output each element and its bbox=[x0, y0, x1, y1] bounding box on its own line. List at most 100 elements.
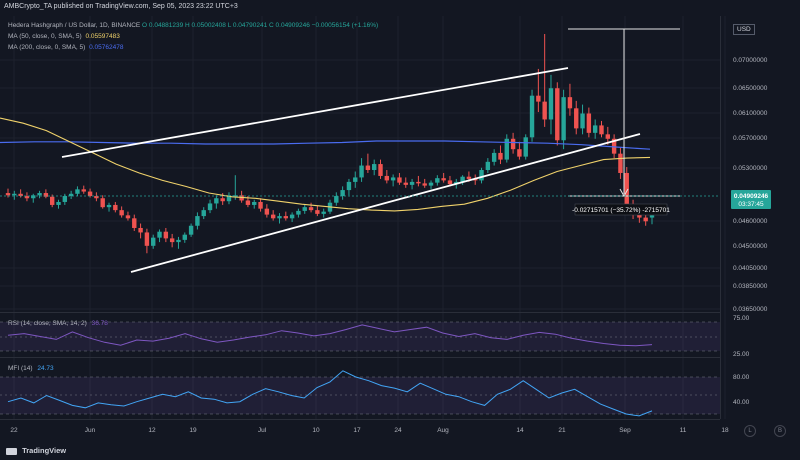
candle bbox=[169, 233, 175, 248]
rsi-legend[interactable]: RSI (14, close, SMA, 14, 2) 36.78 bbox=[8, 320, 108, 327]
candle bbox=[346, 178, 352, 196]
candle bbox=[176, 236, 181, 249]
candle bbox=[302, 204, 307, 214]
price-tick: 0.04050000 bbox=[733, 265, 768, 272]
rsi-band bbox=[0, 322, 720, 351]
candle bbox=[586, 107, 592, 138]
time-tick: Jun bbox=[85, 427, 96, 434]
candle bbox=[207, 199, 213, 214]
ma50-label: MA (50, close, 0, SMA, 5) bbox=[8, 33, 82, 40]
candle bbox=[144, 228, 150, 254]
candle bbox=[580, 104, 585, 135]
pane-separator bbox=[0, 312, 720, 313]
candle bbox=[264, 204, 270, 218]
candle bbox=[56, 199, 61, 209]
candle bbox=[359, 158, 364, 182]
price-tick: 0.05300000 bbox=[733, 165, 768, 172]
price-tick: 0.04500000 bbox=[733, 243, 768, 250]
rsi-tick-75: 75.00 bbox=[733, 315, 750, 322]
candle bbox=[504, 134, 509, 163]
candle bbox=[485, 158, 491, 173]
candle bbox=[517, 141, 522, 160]
candle bbox=[611, 134, 617, 159]
candle bbox=[353, 171, 358, 188]
rsi-label: RSI (14, close, SMA, 14, 2) bbox=[8, 320, 87, 327]
candle bbox=[441, 172, 446, 183]
time-tick: 12 bbox=[148, 427, 156, 434]
candle bbox=[24, 192, 30, 202]
candle bbox=[75, 186, 80, 197]
candle bbox=[151, 234, 156, 249]
ohlc-values: O 0.04881239 H 0.05002408 L 0.04790241 C… bbox=[142, 22, 379, 29]
time-tick: Aug bbox=[437, 427, 449, 434]
candle bbox=[201, 207, 206, 220]
auto-scale-button[interactable]: B bbox=[774, 425, 786, 437]
candle bbox=[308, 202, 314, 213]
candle bbox=[592, 119, 598, 139]
measure-label-text: -0.02715701 (−35.72%) -2715701 bbox=[572, 207, 670, 214]
current-price-tag: 0.04909246 03:37:45 bbox=[731, 190, 771, 209]
measure-label-box: -0.02715701 (−35.72%) -2715701 bbox=[572, 203, 670, 216]
candle bbox=[87, 188, 93, 198]
candle bbox=[599, 120, 604, 138]
candle bbox=[422, 178, 427, 188]
candle bbox=[555, 82, 560, 146]
rsi-value: 36.78 bbox=[91, 320, 108, 327]
rsi-line bbox=[7, 324, 653, 347]
candle bbox=[428, 180, 434, 190]
ma50-legend[interactable]: MA (50, close, 0, SMA, 5) 0.05597483 bbox=[8, 33, 120, 40]
time-tick: Jul bbox=[258, 427, 267, 434]
candle bbox=[81, 185, 86, 194]
currency-button[interactable]: USD bbox=[733, 24, 755, 35]
candle bbox=[252, 199, 257, 209]
candle bbox=[479, 167, 484, 184]
tradingview-logo-icon bbox=[6, 447, 17, 455]
candle bbox=[132, 214, 137, 231]
time-tick: 24 bbox=[394, 427, 402, 434]
candle bbox=[182, 232, 187, 243]
candle bbox=[384, 170, 390, 184]
candle bbox=[163, 227, 169, 243]
time-tick: 18 bbox=[721, 427, 729, 434]
candle bbox=[277, 213, 282, 224]
mfi-band bbox=[0, 377, 720, 414]
candle bbox=[473, 174, 478, 185]
price-tick: 0.07000000 bbox=[733, 57, 768, 64]
ma50-value: 0.05597483 bbox=[85, 33, 120, 40]
price-tick: 0.03650000 bbox=[733, 306, 768, 313]
candles bbox=[5, 33, 655, 254]
tradingview-logo: TradingView bbox=[6, 446, 66, 455]
candle bbox=[567, 83, 573, 116]
candle bbox=[37, 190, 42, 199]
ma50-line bbox=[0, 117, 651, 212]
candle bbox=[542, 33, 547, 127]
grid bbox=[0, 16, 726, 419]
price-tick: 0.06100000 bbox=[733, 110, 768, 117]
candle bbox=[270, 210, 276, 221]
time-axis[interactable]: 22 Jun 12 19 Jul 10 17 24 Aug 14 21 Sep 11 18 bbox=[10, 427, 729, 434]
ma200-legend[interactable]: MA (200, close, 0, SMA, 5) 0.05762478 bbox=[8, 44, 123, 51]
time-tick: 22 bbox=[10, 427, 18, 434]
candle bbox=[574, 100, 579, 135]
time-tick: 14 bbox=[516, 427, 524, 434]
log-scale-button[interactable]: L bbox=[744, 425, 756, 437]
candle bbox=[397, 172, 402, 185]
countdown-timer: 03:37:45 bbox=[738, 201, 764, 208]
candle bbox=[340, 186, 345, 200]
candle bbox=[548, 74, 554, 135]
candle bbox=[296, 208, 301, 218]
candle bbox=[334, 192, 339, 206]
price-axis[interactable]: 0.07000000 0.06500000 0.06100000 0.05700000… bbox=[733, 57, 768, 313]
candle bbox=[289, 212, 295, 223]
mfi-value: 24.73 bbox=[37, 365, 54, 372]
candle bbox=[378, 159, 383, 179]
mfi-legend[interactable]: MFI (14) 24.73 bbox=[8, 365, 54, 372]
lower-channel-line bbox=[130, 133, 641, 273]
symbol-title: Hedera Hashgraph / US Dollar, 1D, BINANC… bbox=[8, 22, 141, 29]
candle bbox=[94, 192, 99, 202]
candle bbox=[233, 175, 238, 200]
time-tick: 10 bbox=[312, 427, 320, 434]
time-tick: 21 bbox=[558, 427, 566, 434]
